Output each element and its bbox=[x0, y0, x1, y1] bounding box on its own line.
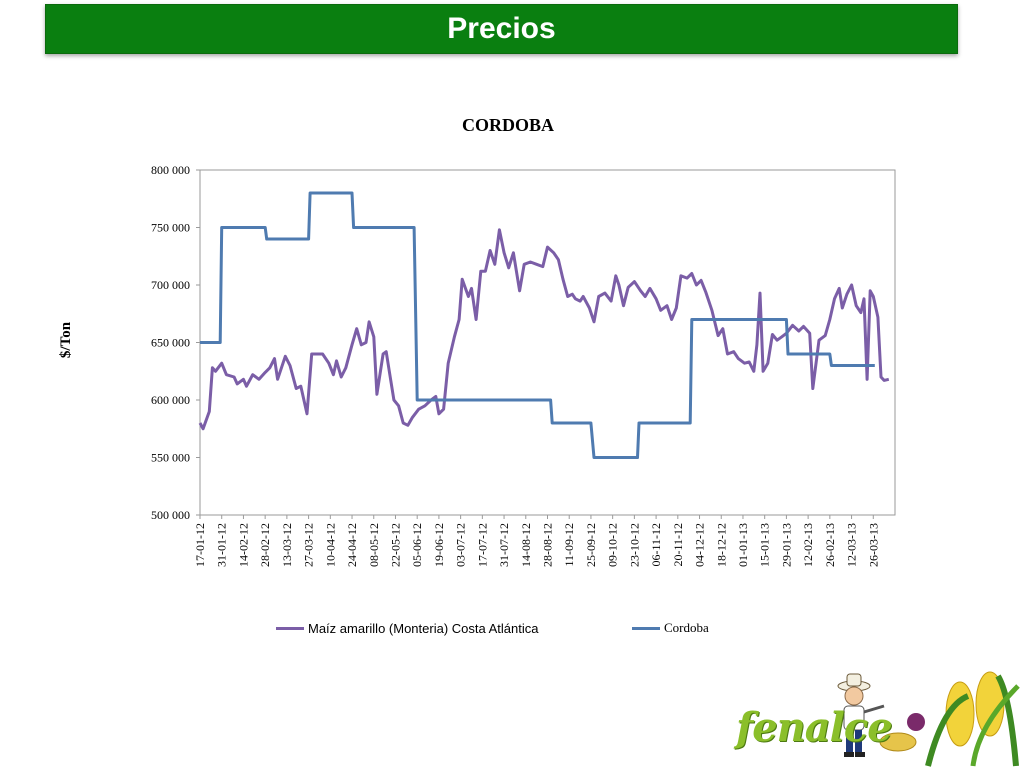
x-tick-label: 31-01-12 bbox=[215, 523, 229, 567]
x-tick-label: 14-02-12 bbox=[236, 523, 250, 567]
x-tick-label: 11-09-12 bbox=[562, 523, 576, 567]
x-tick-label: 12-02-13 bbox=[801, 523, 815, 567]
x-tick-label: 29-01-13 bbox=[779, 523, 793, 567]
y-tick-label: 650 000 bbox=[151, 336, 190, 350]
x-tick-label: 25-09-12 bbox=[584, 523, 598, 567]
series-layer bbox=[198, 191, 890, 459]
x-tick-label: 31-07-12 bbox=[497, 523, 511, 567]
x-tick-label: 12-03-13 bbox=[845, 523, 859, 567]
series-line-maiz bbox=[198, 228, 890, 431]
x-tick-label: 22-05-12 bbox=[388, 523, 402, 567]
plot-area bbox=[199, 169, 896, 516]
fenalce-logo: fenalce bbox=[728, 666, 1020, 768]
y-axis: 500 000 550 000 600 000 650 000 700 000 750 0… bbox=[151, 163, 200, 522]
legend-swatch-maiz bbox=[276, 626, 304, 630]
x-tick-label: 15-01-13 bbox=[758, 523, 772, 567]
x-tick-label: 04-12-12 bbox=[693, 523, 707, 567]
x-tick-label: 17-07-12 bbox=[475, 523, 489, 567]
x-axis: 17-01-12 31-01-12 14-02-12 28-02-12 13-03-12… bbox=[193, 515, 880, 567]
x-tick-label: 10-04-12 bbox=[323, 523, 337, 567]
x-tick-label: 27-03-12 bbox=[302, 523, 316, 567]
x-tick-label: 26-02-13 bbox=[823, 523, 837, 567]
y-tick-label: 750 000 bbox=[151, 221, 190, 235]
x-tick-label: 08-05-12 bbox=[367, 523, 381, 567]
x-tick-label: 09-10-12 bbox=[606, 523, 620, 567]
x-tick-label: 05-06-12 bbox=[410, 523, 424, 567]
x-tick-label: 06-11-12 bbox=[649, 523, 663, 567]
x-tick-label: 13-03-12 bbox=[280, 523, 294, 567]
x-tick-label: 24-04-12 bbox=[345, 523, 359, 567]
x-tick-label: 14-08-12 bbox=[519, 523, 533, 567]
x-tick-label: 18-12-12 bbox=[714, 523, 728, 567]
legend-label-cordoba: Cordoba bbox=[664, 620, 709, 635]
y-tick-label: 700 000 bbox=[151, 278, 190, 292]
logo-illustration bbox=[837, 671, 1020, 767]
legend-label-maiz: Maíz amarillo (Monteria) Costa Atlántica bbox=[308, 620, 539, 636]
y-tick-label: 550 000 bbox=[151, 451, 190, 465]
title-banner: Precios bbox=[45, 4, 958, 54]
x-tick-label: 28-08-12 bbox=[541, 523, 555, 567]
series-line-cordoba bbox=[200, 191, 875, 459]
x-tick-label: 23-10-12 bbox=[627, 523, 641, 567]
y-axis-label: $/Ton bbox=[58, 321, 74, 358]
chart-title: CORDOBA bbox=[462, 115, 554, 135]
x-tick-label: 20-11-12 bbox=[671, 523, 685, 567]
legend-swatch-cordoba bbox=[632, 626, 660, 630]
y-tick-label: 500 000 bbox=[151, 508, 190, 522]
y-tick-label: 600 000 bbox=[151, 393, 190, 407]
x-tick-label: 17-01-12 bbox=[193, 523, 207, 567]
brand-name: fenalce bbox=[736, 704, 893, 751]
x-tick-label: 26-03-13 bbox=[866, 523, 880, 567]
x-tick-label: 03-07-12 bbox=[454, 523, 468, 567]
y-tick-label: 800 000 bbox=[151, 163, 190, 177]
x-tick-label: 19-06-12 bbox=[432, 523, 446, 567]
x-tick-label: 01-01-13 bbox=[736, 523, 750, 567]
legend-item-cordoba: Cordoba bbox=[632, 618, 709, 638]
x-tick-label: 28-02-12 bbox=[258, 523, 272, 567]
page-title: Precios bbox=[447, 12, 556, 45]
legend-item-maiz: Maíz amarillo (Monteria) Costa Atlántica bbox=[276, 618, 538, 638]
